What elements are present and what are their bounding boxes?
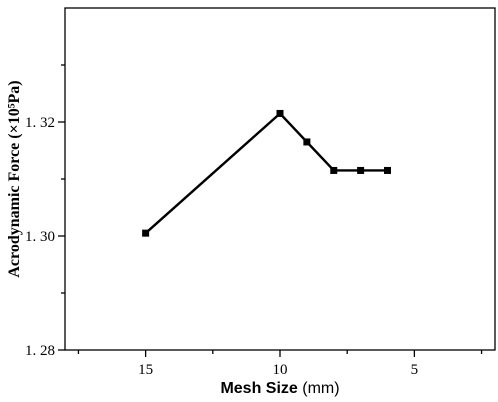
axis-ticks [58,64,483,357]
data-point [276,109,284,117]
series-line [144,112,388,235]
x-tick-label: 15 [138,362,153,378]
data-point [357,166,365,174]
data-point [142,229,150,237]
y-axis-title: Acrodynamic Force (×10⁵Pa) [6,80,23,277]
y-tick-label: 1. 28 [25,343,55,359]
x-tick-label: 10 [273,362,288,378]
x-axis-title: Mesh Size (mm) [220,380,339,397]
axis-tick-labels: 15 10 5 1. 28 1. 30 1. 32 [25,115,418,378]
data-point [303,138,311,146]
plot-frame [64,7,496,351]
y-tick-label: 1. 30 [25,229,55,245]
data-point [384,166,391,174]
y-tick-label: 1. 32 [25,115,55,131]
data-point [330,166,338,174]
x-tick-label: 5 [411,362,419,378]
data-markers [142,109,391,237]
